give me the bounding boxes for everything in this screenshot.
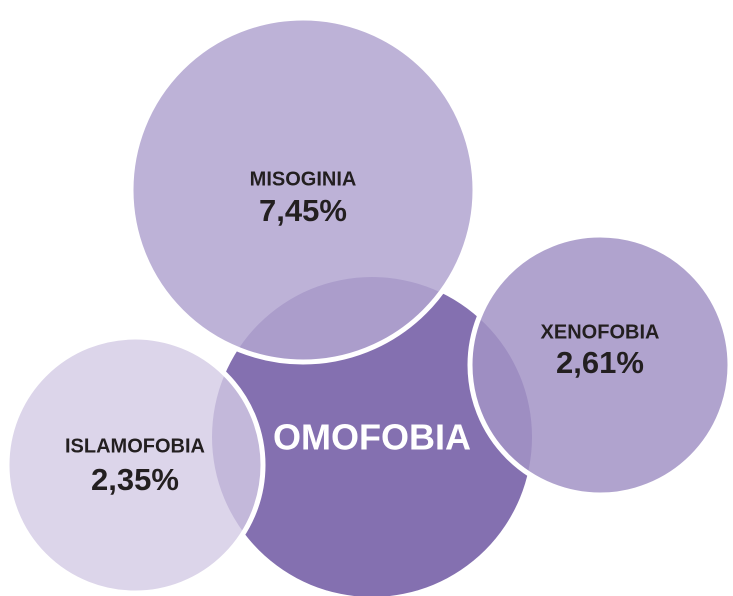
node-value: 7,45% [259, 193, 347, 228]
xenofobia-circle [467, 232, 733, 498]
node-value: 2,35% [91, 462, 179, 497]
node-label: MISOGINIA [250, 168, 357, 190]
node-label: ISLAMOFOBIA [65, 435, 205, 457]
misoginia-circle [128, 15, 478, 365]
node-value: 2,61% [556, 345, 644, 380]
islamofobia-circle [4, 334, 266, 596]
node-label: XENOFOBIA [541, 321, 660, 343]
node-label: OMOFOBIA [273, 417, 471, 458]
